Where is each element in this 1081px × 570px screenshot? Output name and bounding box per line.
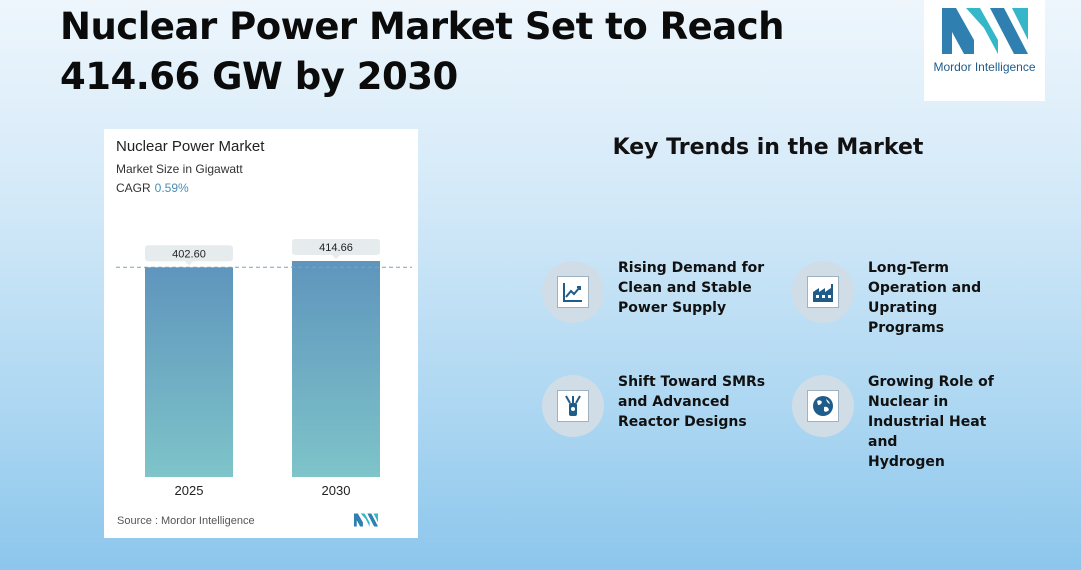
data-label-box <box>145 245 233 262</box>
x-tick-label-2030: 2030 <box>322 483 351 498</box>
chart-source: Source : Mordor Intelligence <box>117 515 255 527</box>
mordor-logo-icon <box>942 8 1028 54</box>
globe-icon <box>813 396 833 416</box>
data-label-box <box>292 239 380 255</box>
chart-subtitle: Market Size in Gigawatt <box>116 162 243 176</box>
trend-line: Uprating Programs <box>868 300 945 336</box>
cagr-text: CAGR 0.59% <box>116 181 189 195</box>
trend-icon-circle <box>542 375 604 437</box>
trends-title: Key Trends in the Market <box>612 135 924 160</box>
trend-line: Operation and <box>868 280 982 296</box>
factory-icon <box>813 284 833 302</box>
line-chart-icon <box>563 283 582 302</box>
trend-line: Hydrogen <box>868 454 945 470</box>
trend-line: Reactor Designs <box>618 414 747 430</box>
trend-text: Growing Role of Nuclear in Industrial He… <box>868 372 1018 472</box>
headline-line-2: 414.66 GW by 2030 <box>60 55 458 98</box>
headline: Nuclear Power Market Set to Reach 414.66… <box>60 2 785 102</box>
trend-icon-circle <box>792 261 854 323</box>
data-label-2030: 414.66 <box>319 242 353 254</box>
trend-line: Growing Role of <box>868 374 994 390</box>
bar-2025 <box>145 267 233 477</box>
bar-2030 <box>292 261 380 477</box>
trend-line: Industrial Heat and <box>868 414 987 450</box>
trend-line: Clean and Stable <box>618 280 752 296</box>
trend-icon-circle <box>542 261 604 323</box>
cagr-value: 0.59% <box>154 181 189 195</box>
trend-line: Shift Toward SMRs <box>618 374 766 390</box>
chart-card: Nuclear Power Market Market Size in Giga… <box>104 129 418 538</box>
cagr-label: CAGR <box>116 181 151 195</box>
chart-title: Nuclear Power Market <box>116 138 265 155</box>
x-tick-label-2025: 2025 <box>175 483 204 498</box>
brand-logo: Mordor Intelligence <box>924 0 1045 101</box>
trend-line: Power Supply <box>618 300 727 316</box>
brand-name: Mordor Intelligence <box>933 60 1036 74</box>
trend-text: Shift Toward SMRs and Advanced Reactor D… <box>618 372 768 432</box>
headline-line-1: Nuclear Power Market Set to Reach <box>60 5 785 48</box>
bar-chart: 402.60 2025 414.66 2030 <box>116 239 412 498</box>
data-label-2025: 402.60 <box>172 248 206 260</box>
trend-text: Long-Term Operation and Uprating Program… <box>868 258 1018 338</box>
trend-line: Rising Demand for <box>618 260 765 276</box>
trend-line: Long-Term <box>868 260 949 276</box>
trend-line: Nuclear in <box>868 394 949 410</box>
mordor-small-logo-icon <box>353 513 379 527</box>
trend-line: and Advanced <box>618 394 730 410</box>
reactor-icon <box>565 395 581 416</box>
data-label-pointer <box>185 261 193 266</box>
data-label-pointer <box>332 255 340 259</box>
trend-icon-circle <box>792 375 854 437</box>
trend-text: Rising Demand for Clean and Stable Power… <box>618 258 768 318</box>
